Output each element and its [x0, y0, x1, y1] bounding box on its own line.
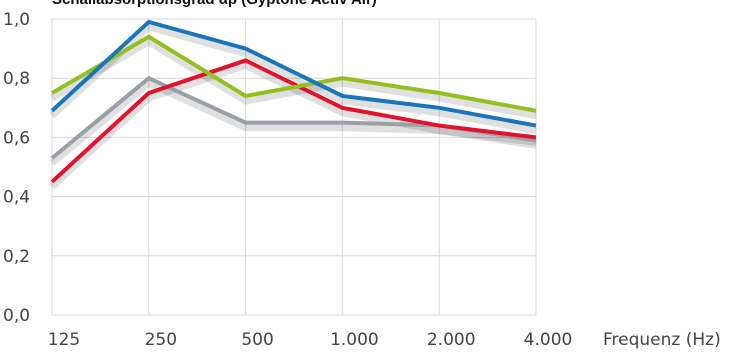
series-shadow — [49, 23, 537, 135]
series-line — [50, 34, 537, 113]
grid-lines — [51, 18, 537, 316]
x-tick-label: 1.000 — [330, 330, 379, 350]
series-shadow — [49, 79, 537, 166]
y-axis-ticks: 0,0 0,2 0,4 0,6 0,8 1,0 — [3, 10, 30, 326]
series-lines — [50, 19, 537, 184]
x-tick-label: 125 — [48, 330, 80, 350]
x-tick-label: 4.000 — [524, 330, 573, 350]
y-tick-label: 0,8 — [3, 69, 30, 89]
x-axis-label: Frequenz (Hz) — [603, 330, 721, 350]
x-tick-label: 250 — [145, 330, 177, 350]
y-tick-label: 0,2 — [3, 247, 30, 267]
y-tick-label: 1,0 — [3, 10, 30, 30]
y-tick-label: 0,0 — [3, 306, 30, 326]
series-line — [50, 19, 537, 128]
series-shadow — [50, 37, 537, 120]
series-shadows — [49, 23, 537, 190]
series-shadow — [49, 61, 537, 190]
series-line — [50, 58, 537, 184]
x-tick-label: 500 — [241, 330, 273, 350]
chart-title: Schallabsorptionsgrad αp (Gyptone Activ'… — [52, 0, 377, 8]
x-axis-ticks: 125 250 500 1.000 2.000 4.000 — [48, 330, 573, 350]
y-tick-label: 0,6 — [3, 128, 30, 148]
y-tick-label: 0,4 — [3, 188, 30, 208]
x-tick-label: 2.000 — [427, 330, 476, 350]
